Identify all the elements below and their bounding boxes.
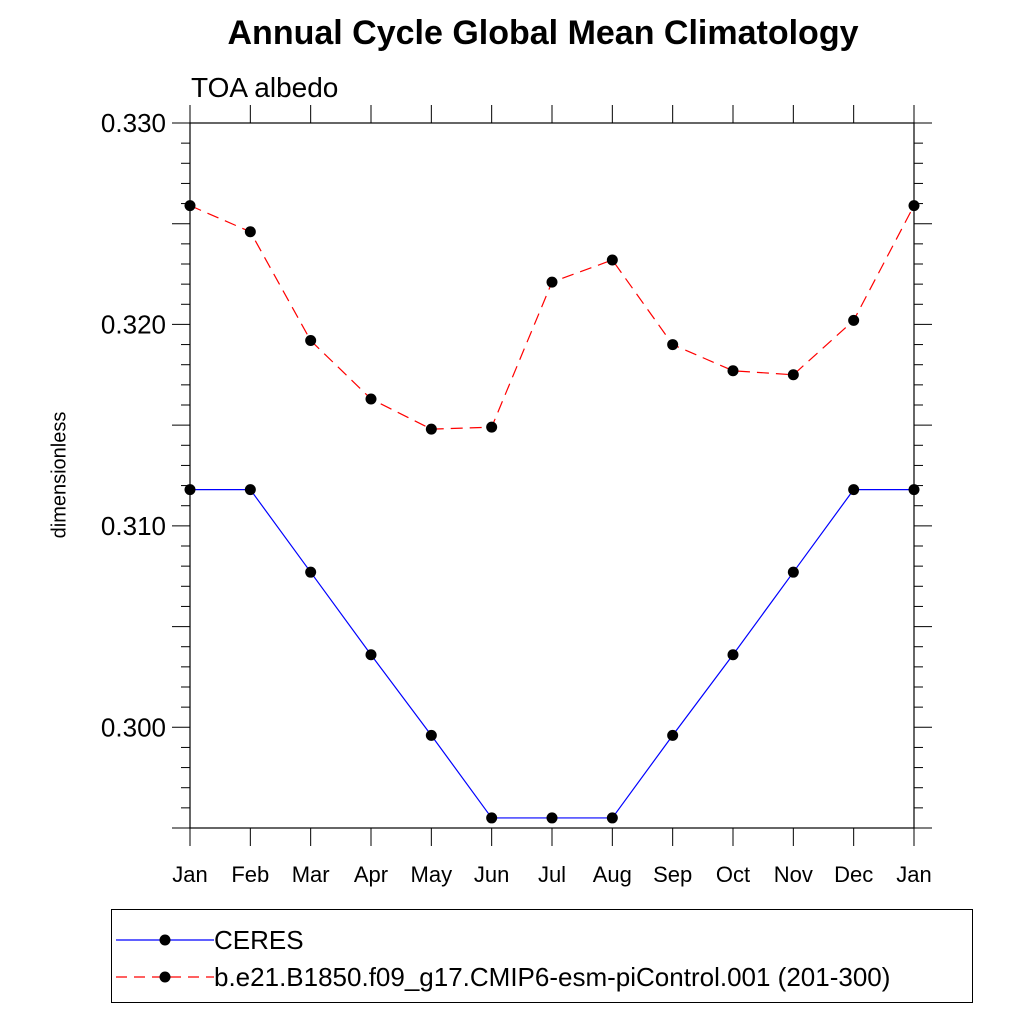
- x-tick-label: Jan: [896, 862, 931, 887]
- x-tick-label: Feb: [231, 862, 269, 887]
- chart-title: Annual Cycle Global Mean Climatology: [227, 14, 859, 52]
- data-point-series-1: [425, 423, 437, 435]
- data-point-series-1: [546, 276, 558, 288]
- data-point-series-1: [667, 339, 679, 351]
- data-point-series-1: [365, 393, 377, 405]
- legend-item-ceres: CERES: [112, 922, 304, 958]
- data-point-series-0: [244, 484, 256, 496]
- legend-swatch-ceres: [116, 934, 214, 946]
- data-point-series-1: [848, 314, 860, 326]
- series-line-1: [189, 205, 915, 430]
- y-tick-label: 0.300: [101, 712, 166, 742]
- data-point-series-0: [667, 729, 679, 741]
- data-point-series-0: [908, 484, 920, 496]
- x-tick-label: Nov: [774, 862, 813, 887]
- data-point-series-1: [244, 226, 256, 238]
- data-point-series-0: [305, 566, 317, 578]
- y-tick-label: 0.310: [101, 511, 166, 541]
- legend-label-ceres: CERES: [214, 924, 304, 955]
- data-point-series-1: [184, 200, 196, 212]
- y-tick-label: 0.330: [101, 108, 166, 138]
- data-point-series-0: [606, 812, 618, 824]
- x-tick-label: Oct: [716, 862, 750, 887]
- plot-frame: [189, 122, 915, 829]
- x-tick-label: Sep: [653, 862, 692, 887]
- data-point-series-0: [727, 649, 739, 661]
- data-point-series-0: [486, 812, 498, 824]
- data-point-series-0: [848, 484, 860, 496]
- data-point-series-1: [908, 200, 920, 212]
- legend-item-model: b.e21.B1850.f09_g17.CMIP6-esm-piControl.…: [112, 959, 890, 995]
- data-point-series-1: [787, 369, 799, 381]
- chart-subtitle: TOA albedo: [191, 72, 339, 103]
- legend-label-model: b.e21.B1850.f09_g17.CMIP6-esm-piControl.…: [214, 961, 891, 992]
- data-point-series-0: [546, 812, 558, 824]
- data-point-series-0: [184, 484, 196, 496]
- series-line-0: [190, 489, 914, 819]
- data-point-series-0: [425, 729, 437, 741]
- x-tick-label: Apr: [354, 862, 388, 887]
- data-point-series-0: [787, 566, 799, 578]
- x-tick-label: Dec: [834, 862, 873, 887]
- legend-swatch-model: [116, 971, 214, 983]
- x-tick-label: May: [411, 862, 453, 887]
- x-tick-label: Jun: [474, 862, 509, 887]
- data-point-series-1: [727, 365, 739, 377]
- data-point-series-1: [606, 254, 618, 266]
- line-chart: 0.300 0.310 0.320 0.330 Jan Feb Mar Apr May Jun Ju…: [101, 105, 932, 887]
- x-tick-label: Mar: [292, 862, 330, 887]
- x-tick-label: Jan: [172, 862, 207, 887]
- legend: CERES b.e21.B1850.f09_g17.CMIP6-esm-piCo…: [111, 909, 973, 1003]
- x-tick-label: Aug: [593, 862, 632, 887]
- data-point-series-1: [486, 421, 498, 433]
- y-tick-label: 0.320: [101, 309, 166, 339]
- data-point-series-0: [365, 649, 377, 661]
- x-tick-label: Jul: [538, 862, 566, 887]
- data-point-series-1: [305, 335, 317, 347]
